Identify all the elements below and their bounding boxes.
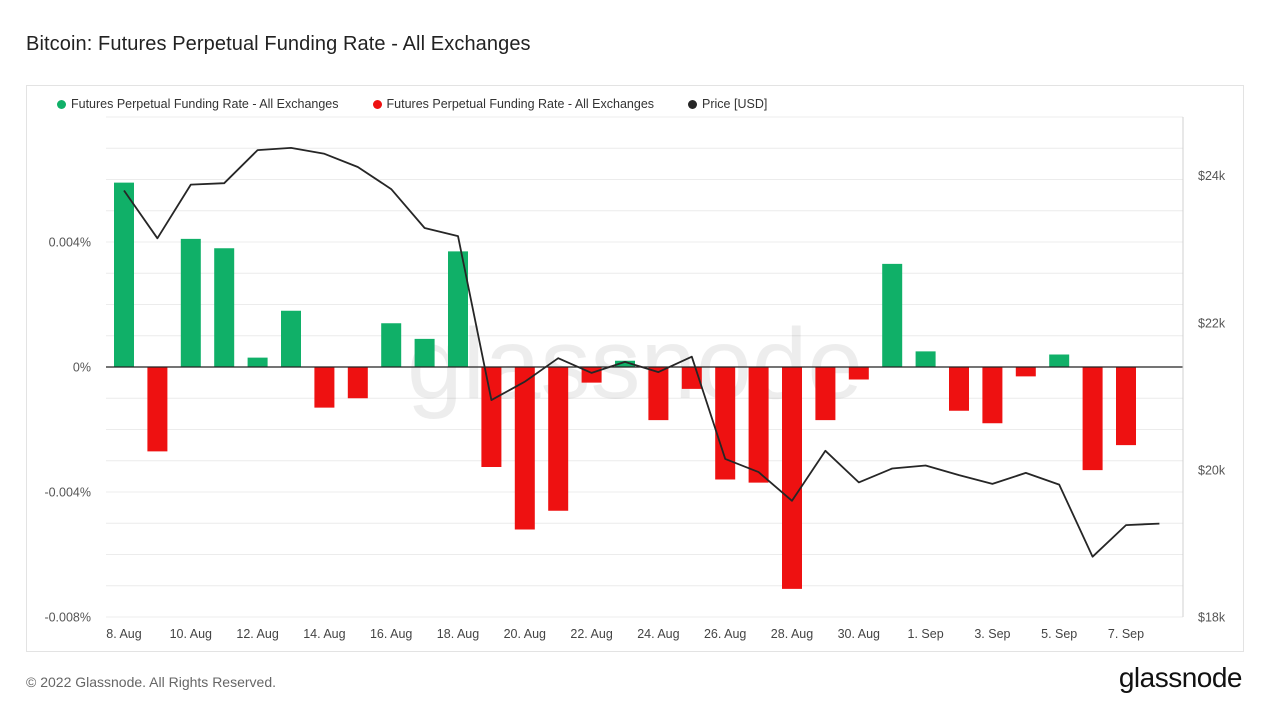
funding-rate-bar (481, 367, 502, 467)
funding-rate-bar (949, 367, 969, 411)
legend-item-price[interactable]: Price [USD] (688, 97, 767, 111)
funding-rate-bar (147, 367, 168, 452)
x-axis-tick-label: 5. Sep (1041, 627, 1077, 641)
funding-rate-bar (314, 367, 335, 408)
legend-label-negative: Futures Perpetual Funding Rate - All Exc… (386, 97, 655, 111)
brand-logo: glassnode (1118, 662, 1243, 693)
x-axis-tick-label: 18. Aug (437, 627, 479, 641)
x-axis-tick-label: 3. Sep (974, 627, 1010, 641)
x-axis-tick-label: 14. Aug (303, 627, 345, 641)
funding-rate-bar (648, 367, 669, 421)
funding-rate-bar (748, 367, 769, 483)
x-axis-tick-label: 8. Aug (106, 627, 141, 641)
legend-dot-price (688, 99, 698, 109)
funding-rate-bar (281, 310, 301, 367)
funding-rate-bar (1116, 367, 1136, 446)
funding-rate-bar (214, 248, 235, 367)
funding-rate-bar (782, 367, 802, 589)
right-axis: $24k $22k $20k $18k (1198, 169, 1226, 624)
left-axis-tick-label: -0.004% (44, 485, 91, 499)
funding-rate-bar (615, 360, 635, 367)
funding-rate-bar (915, 351, 936, 367)
legend-item-negative-funding[interactable]: Futures Perpetual Funding Rate - All Exc… (372, 97, 655, 111)
x-axis-tick-label: 12. Aug (236, 627, 278, 641)
x-axis-tick-label: 28. Aug (771, 627, 813, 641)
funding-rate-bar (815, 367, 836, 421)
funding-rate-bar (1049, 354, 1070, 367)
funding-rate-bar (114, 182, 134, 367)
funding-rate-bar (848, 367, 869, 380)
legend-dot-negative (372, 99, 382, 109)
right-axis-tick-label: $20k (1198, 463, 1226, 477)
x-axis-tick-label: 1. Sep (908, 627, 944, 641)
funding-rate-bar (548, 367, 569, 511)
gridlines (106, 116, 1183, 618)
copyright: © 2022 Glassnode. All Rights Reserved. (26, 674, 277, 690)
left-axis: 0.004% 0% -0.004% -0.008% (44, 235, 91, 624)
funding-rate-bar (1015, 367, 1036, 377)
funding-rate-bar (882, 263, 903, 367)
right-axis-tick-label: $24k (1198, 169, 1226, 183)
left-axis-tick-label: -0.008% (44, 610, 91, 624)
legend-label-positive: Futures Perpetual Funding Rate - All Exc… (71, 97, 339, 111)
x-axis-tick-label: 10. Aug (170, 627, 212, 641)
funding-rate-bar (1082, 367, 1103, 471)
funding-rate-bar (381, 323, 402, 367)
funding-rate-bars (114, 182, 1136, 589)
funding-rate-bar (180, 238, 201, 367)
funding-rate-bar (715, 367, 736, 480)
legend: Futures Perpetual Funding Rate - All Exc… (57, 97, 767, 111)
funding-rate-bar (448, 251, 468, 367)
chart-title: Bitcoin: Futures Perpetual Funding Rate … (26, 33, 531, 55)
x-axis-tick-label: 16. Aug (370, 627, 412, 641)
x-axis-tick-label: 20. Aug (504, 627, 546, 641)
x-axis: 8. Aug 10. Aug 12. Aug 14. Aug 16. Aug 18. Au… (106, 627, 1144, 641)
right-axis-tick-label: $18k (1198, 610, 1226, 624)
legend-label-price: Price [USD] (702, 97, 768, 111)
price-series (123, 146, 1160, 558)
x-axis-tick-label: 22. Aug (570, 627, 612, 641)
funding-rate-bar (247, 357, 268, 367)
x-axis-tick-label: 24. Aug (637, 627, 679, 641)
funding-rate-bar (982, 367, 1003, 424)
x-axis-tick-label: 26. Aug (704, 627, 746, 641)
x-axis-tick-label: 7. Sep (1108, 627, 1144, 641)
right-axis-tick-label: $22k (1198, 316, 1226, 330)
price-line (123, 146, 1160, 558)
funding-rate-bar (414, 338, 435, 367)
x-axis-tick-label: 30. Aug (838, 627, 880, 641)
left-axis-tick-label: 0.004% (49, 235, 91, 249)
legend-item-positive-funding[interactable]: Futures Perpetual Funding Rate - All Exc… (57, 97, 339, 111)
funding-rate-bar (347, 367, 368, 399)
legend-dot-positive (57, 99, 66, 109)
left-axis-tick-label: 0% (73, 360, 91, 374)
funding-rate-bar (514, 367, 535, 530)
